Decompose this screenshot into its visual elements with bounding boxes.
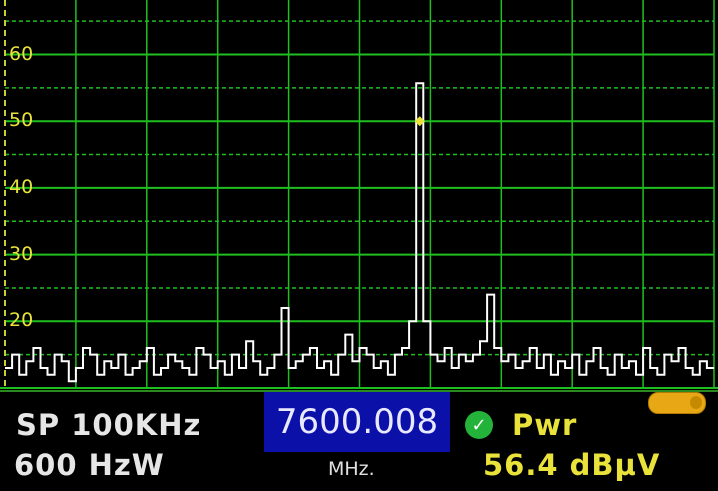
y-tick-label: 50 (9, 109, 34, 132)
peak-marker (414, 116, 425, 127)
measure-label: Pwr (512, 408, 578, 442)
spectrum-trace (5, 82, 714, 383)
battery-icon (648, 392, 706, 414)
y-tick-label: 40 (9, 175, 34, 198)
span-label: SP 100KHz (16, 408, 202, 442)
y-tick-label: 30 (9, 242, 34, 265)
frequency-field[interactable]: 7600.008 (264, 392, 450, 452)
y-tick-label: 20 (9, 309, 34, 332)
frequency-value: 7600.008 (275, 402, 439, 442)
check-circle-icon: ✓ (465, 411, 493, 439)
spectrum-plot (0, 0, 718, 389)
y-tick-label: 60 (9, 42, 34, 65)
rbw-label: 600 HzW (14, 448, 165, 482)
measure-value: 56.4 dBµV (483, 448, 661, 482)
frequency-unit: MHz. (328, 458, 375, 480)
